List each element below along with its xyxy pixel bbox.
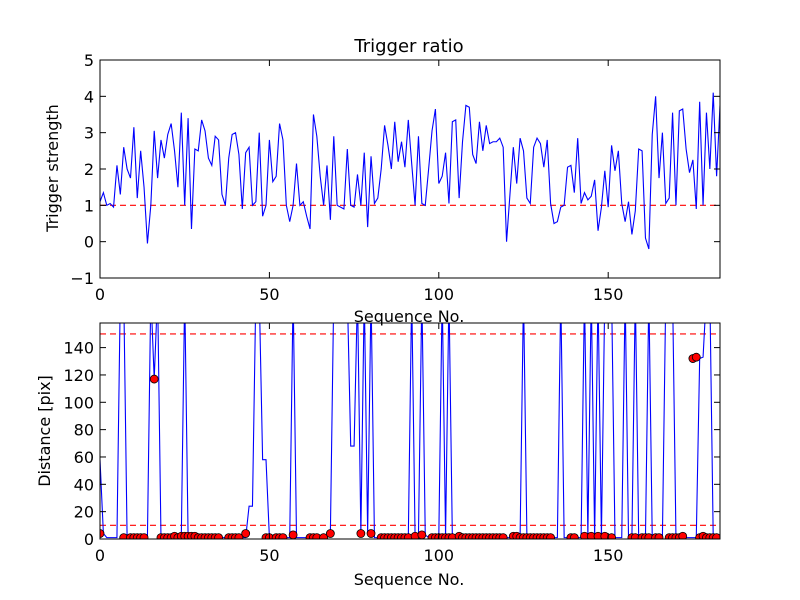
y-tick-label: 120 bbox=[63, 366, 94, 385]
x-tick-label: 100 bbox=[424, 285, 455, 304]
top-y-axis-label: Trigger strength bbox=[43, 104, 62, 233]
x-tick-label: 150 bbox=[593, 546, 624, 565]
data-marker bbox=[214, 533, 223, 539]
data-marker bbox=[366, 529, 376, 538]
data-marker bbox=[356, 529, 366, 538]
plot-content bbox=[100, 323, 720, 539]
y-tick-label: 0 bbox=[84, 530, 94, 549]
data-marker bbox=[607, 533, 616, 539]
series-line bbox=[100, 323, 720, 539]
x-tick-label: 150 bbox=[593, 285, 624, 304]
x-tick-label: 50 bbox=[259, 546, 279, 565]
y-tick-label: 0 bbox=[84, 233, 94, 252]
top-x-axis-label: Sequence No. bbox=[354, 307, 465, 326]
y-tick-label: 2 bbox=[84, 160, 94, 179]
y-tick-label: 4 bbox=[84, 87, 94, 106]
y-tick-label: 20 bbox=[74, 503, 94, 522]
y-tick-label: −1 bbox=[70, 269, 94, 288]
top-panel: Trigger ratio Trigger strength Sequence … bbox=[43, 36, 721, 326]
y-tick-label: 100 bbox=[63, 393, 94, 412]
data-marker bbox=[319, 533, 329, 539]
bottom-x-axis-label: Sequence No. bbox=[354, 570, 465, 589]
bottom-plot-area: 0 50 100 150 0 20 40 60 80 100 120 140 bbox=[63, 322, 721, 565]
data-marker bbox=[569, 533, 579, 539]
x-tick-label: 100 bbox=[424, 546, 455, 565]
data-marker bbox=[417, 530, 427, 539]
data-marker bbox=[325, 529, 335, 538]
y-tick-label: 1 bbox=[84, 196, 94, 215]
y-tick-label: 3 bbox=[84, 124, 94, 143]
x-tick-label: 0 bbox=[95, 546, 105, 565]
series-line bbox=[100, 92, 720, 250]
data-marker bbox=[654, 533, 664, 539]
data-marker bbox=[712, 533, 720, 539]
data-marker bbox=[234, 533, 244, 539]
y-tick-label: 80 bbox=[74, 421, 94, 440]
axes-frame bbox=[99, 322, 721, 540]
data-marker bbox=[149, 374, 159, 384]
data-marker bbox=[139, 533, 149, 539]
data-marker bbox=[288, 530, 298, 539]
x-tick-label: 50 bbox=[259, 285, 279, 304]
data-marker bbox=[546, 533, 555, 539]
data-marker bbox=[498, 533, 508, 539]
data-marker bbox=[241, 529, 251, 538]
bottom-y-axis-label: Distance [pix] bbox=[35, 375, 54, 487]
x-tick-label: 0 bbox=[95, 285, 105, 304]
y-tick-label: 5 bbox=[84, 51, 94, 70]
y-tick-label: 40 bbox=[74, 475, 94, 494]
data-marker bbox=[678, 531, 688, 539]
data-marker bbox=[691, 352, 701, 362]
plot-content bbox=[100, 92, 720, 250]
y-tick-label: 60 bbox=[74, 448, 94, 467]
axes-frame bbox=[99, 59, 721, 279]
y-tick-label: 140 bbox=[63, 339, 94, 358]
data-marker bbox=[278, 533, 288, 539]
bottom-panel: Distance [pix] Sequence No. 0 50 100 150 0 20… bbox=[35, 322, 721, 589]
data-marker bbox=[100, 529, 105, 538]
chart-title: Trigger ratio bbox=[353, 36, 463, 57]
